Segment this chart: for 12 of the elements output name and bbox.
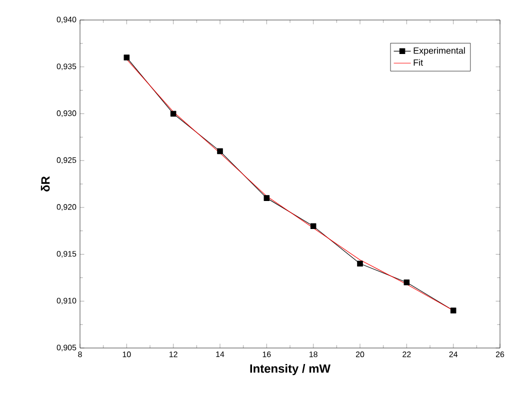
point (404, 280, 410, 286)
point (264, 195, 270, 201)
legend-label: Experimental (414, 47, 465, 56)
point (124, 54, 130, 60)
point (310, 223, 316, 230)
point (217, 148, 223, 154)
point (170, 110, 176, 117)
point (357, 260, 363, 267)
x-axis-title: Intensity / mW (250, 364, 330, 376)
legend-label: Fit (414, 59, 423, 66)
y-axis-title: δR (40, 176, 50, 192)
point (450, 308, 456, 314)
